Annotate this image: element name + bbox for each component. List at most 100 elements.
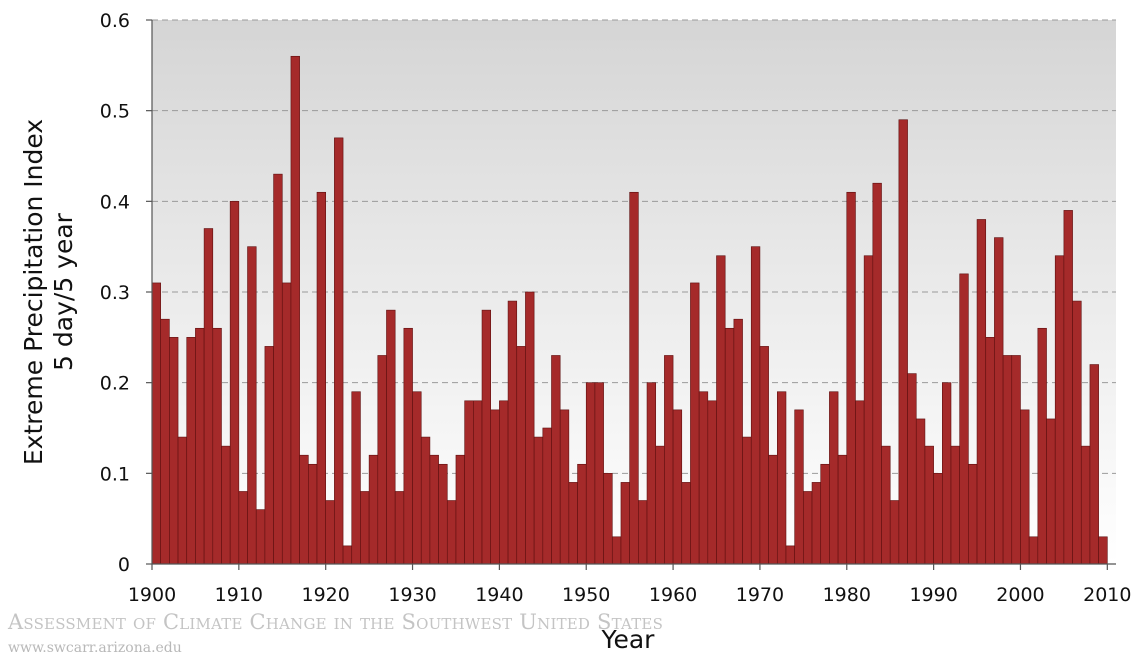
bar-1992 (942, 382, 952, 565)
bar-1923 (342, 545, 353, 565)
bar-1941 (499, 400, 509, 565)
bar-1915 (273, 173, 283, 565)
y-axis-ticks: 0 0.1 0.2 0.3 0.4 0.5 0.6 (100, 10, 152, 576)
y-tick-label: 0.2 (100, 373, 130, 395)
bar-1964 (698, 391, 709, 565)
bar-1968 (733, 318, 743, 565)
bar-1979 (829, 391, 839, 565)
bar-1960 (664, 355, 674, 565)
bar-1949 (568, 482, 578, 565)
bar-1918 (299, 454, 309, 565)
bar-1913 (255, 509, 266, 565)
bar-1932 (420, 436, 431, 565)
bar-1975 (794, 409, 804, 565)
x-tick-label: 1990 (909, 584, 957, 606)
bar-1906 (195, 327, 205, 565)
bar-1985 (881, 445, 891, 565)
bar-1920 (316, 191, 326, 565)
bar-1991 (933, 473, 943, 565)
bar-1940 (490, 409, 500, 565)
bar-2010 (1098, 536, 1108, 565)
bar-2002 (1028, 536, 1039, 565)
bar-1917 (290, 55, 300, 565)
bar-1950 (577, 463, 587, 565)
x-tick-label: 1950 (562, 584, 610, 606)
bar-1978 (820, 463, 830, 565)
bar-1977 (811, 482, 822, 565)
bar-1942 (507, 300, 518, 565)
bar-1926 (368, 454, 379, 565)
bar-1969 (742, 436, 752, 565)
x-tick-label: 1930 (388, 584, 436, 606)
bar-1958 (646, 382, 657, 565)
bar-1987 (898, 119, 908, 565)
bar-2008 (1080, 445, 1091, 565)
bar-1947 (551, 355, 561, 565)
bar-1973 (776, 391, 787, 565)
bar-2004 (1046, 418, 1056, 565)
y-tick-label: 0 (118, 554, 130, 576)
bar-1953 (603, 473, 613, 565)
bar-1988 (907, 373, 917, 565)
y-tick-label: 0.3 (100, 282, 130, 304)
bar-1911 (238, 491, 248, 565)
bar-1936 (455, 454, 465, 565)
bar-1972 (768, 454, 778, 565)
bar-1993 (950, 445, 960, 565)
bar-1930 (403, 327, 413, 565)
bar-1903 (169, 337, 179, 565)
bar-2007 (1072, 300, 1082, 565)
bars (151, 55, 1108, 565)
bar-1974 (785, 545, 795, 565)
bar-1952 (594, 382, 604, 565)
y-axis-title-line1: Extreme Precipitation Index (19, 119, 48, 465)
bar-1999 (1002, 355, 1013, 565)
x-tick-label: 1940 (475, 584, 523, 606)
bar-1939 (481, 309, 491, 565)
bar-1909 (221, 445, 231, 565)
bar-1962 (681, 482, 691, 565)
bar-1914 (264, 346, 274, 565)
bar-1912 (247, 246, 257, 565)
bar-1946 (542, 427, 552, 565)
bar-1970 (750, 246, 761, 565)
bar-1938 (473, 400, 483, 565)
bar-2009 (1089, 364, 1099, 565)
bar-1959 (655, 445, 665, 565)
bar-1902 (160, 318, 170, 565)
bar-1929 (394, 491, 405, 565)
credit-title: Assessment of Climate Change in the Sout… (8, 610, 664, 634)
bar-1908 (212, 327, 222, 565)
bar-1937 (464, 400, 474, 565)
bar-1910 (229, 201, 240, 565)
bar-1980 (837, 454, 848, 565)
x-tick-label: 1970 (736, 584, 784, 606)
x-tick-label: 2010 (1083, 584, 1131, 606)
bar-1954 (611, 536, 622, 565)
bar-1925 (360, 491, 370, 565)
bar-1957 (638, 500, 648, 565)
bar-1955 (620, 482, 630, 565)
bar-1905 (186, 337, 196, 565)
y-tick-label: 0.6 (100, 10, 130, 32)
x-tick-label: 2000 (996, 584, 1044, 606)
bar-1989 (915, 418, 926, 565)
x-tick-label: 1960 (649, 584, 697, 606)
bar-1998 (994, 237, 1004, 565)
bar-2000 (1011, 355, 1021, 565)
bar-1990 (924, 445, 934, 565)
bar-1994 (959, 273, 969, 565)
bar-1965 (707, 400, 717, 565)
x-tick-label: 1980 (823, 584, 871, 606)
bar-1971 (759, 346, 769, 565)
bar-1951 (585, 382, 596, 565)
bar-1928 (386, 309, 396, 565)
bar-2006 (1063, 210, 1073, 565)
bar-2003 (1037, 327, 1047, 565)
bar-1961 (672, 409, 683, 565)
x-tick-label: 1900 (128, 584, 176, 606)
x-axis-ticks: 1900 1910 1920 1930 1940 1950 1960 1970 1980 1990… (128, 564, 1131, 606)
y-axis-title-line2: 5 day/5 year (49, 212, 78, 371)
bar-1944 (525, 291, 535, 565)
bar-1924 (351, 391, 361, 565)
